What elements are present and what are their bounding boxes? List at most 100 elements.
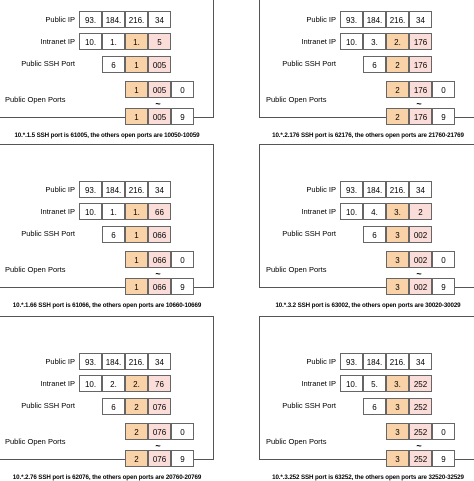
public-ip-octet: 34 — [148, 353, 171, 370]
public-ip-octet: 216. — [386, 353, 409, 370]
public-ip-octet: 216. — [386, 181, 409, 198]
open-port-end-digit: 1 — [125, 108, 148, 125]
open-port-start-digit: 2 — [125, 423, 148, 440]
panel-caption: 10.*.1.66 SSH port is 61066, the others … — [12, 302, 202, 309]
port-panel: Public IP 93. 184. 216. 34 Intranet IP 10. 4. 3.… — [259, 144, 474, 309]
public-ip-octet: 93. — [340, 181, 363, 198]
port-panel: Public IP 93. 184. 216. 34 Intranet IP 10. 1. 1.… — [0, 144, 214, 309]
intranet-ip-octet: 3. — [363, 33, 386, 50]
port-panel: Public IP 93. 184. 216. 34 Intranet IP 10. 1. 1.… — [0, 0, 214, 139]
intranet-ip-octet: 1. — [102, 203, 125, 220]
intranet-ip-label: Intranet IP — [301, 37, 336, 46]
open-port-end-digit: 9 — [432, 450, 455, 467]
port-panel: Public IP 93. 184. 216. 34 Intranet IP 10. 5. 3.… — [259, 316, 474, 481]
open-port-start-digit: 0 — [171, 81, 194, 98]
open-port-end-digit: 9 — [171, 450, 194, 467]
intranet-ip-octet: 10. — [340, 33, 363, 50]
ssh-port-label: Public SSH Port — [282, 401, 336, 410]
ssh-port-digit: 076 — [148, 398, 171, 415]
range-tilde: ~ — [416, 99, 422, 109]
panel-caption: 10.*.3.252 SSH port is 63252, the others… — [272, 474, 464, 481]
open-port-start-digit: 0 — [171, 423, 194, 440]
ssh-port-digit: 6 — [363, 56, 386, 73]
ssh-port-label: Public SSH Port — [21, 401, 75, 410]
ssh-port-digit: 3 — [386, 226, 409, 243]
public-ip-label: Public IP — [45, 185, 75, 194]
open-port-end-digit: 1 — [125, 278, 148, 295]
panel-caption: 10.*.1.5 SSH port is 61005, the others o… — [14, 132, 200, 139]
open-ports-label: Public Open Ports — [266, 265, 327, 274]
public-ip-octet: 93. — [340, 353, 363, 370]
public-ip-label: Public IP — [45, 15, 75, 24]
open-port-start-digit: 1 — [125, 81, 148, 98]
open-port-end-digit: 3 — [386, 450, 409, 467]
public-ip-label: Public IP — [45, 357, 75, 366]
open-port-end-digit: 076 — [148, 450, 171, 467]
open-ports-label: Public Open Ports — [5, 265, 66, 274]
open-port-end-digit: 2 — [386, 108, 409, 125]
intranet-ip-octet: 3. — [386, 375, 409, 392]
intranet-ip-octet: 2. — [125, 375, 148, 392]
open-port-end-digit: 176 — [409, 108, 432, 125]
open-ports-label: Public Open Ports — [5, 95, 66, 104]
open-port-end-digit: 9 — [171, 278, 194, 295]
open-ports-label: Public Open Ports — [5, 437, 66, 446]
public-ip-octet: 216. — [125, 11, 148, 28]
intranet-ip-octet: 10. — [79, 203, 102, 220]
public-ip-octet: 93. — [79, 181, 102, 198]
open-port-end-digit: 9 — [432, 278, 455, 295]
public-ip-octet: 34 — [409, 181, 432, 198]
open-port-start-digit: 252 — [409, 423, 432, 440]
public-ip-octet: 184. — [363, 353, 386, 370]
public-ip-octet: 184. — [363, 181, 386, 198]
panel-caption: 10.*.2.76 SSH port is 62076, the others … — [12, 474, 202, 481]
open-port-start-digit: 0 — [432, 251, 455, 268]
open-ports-label: Public Open Ports — [266, 437, 327, 446]
open-port-start-digit: 0 — [171, 251, 194, 268]
open-port-end-digit: 2 — [125, 450, 148, 467]
range-tilde: ~ — [155, 99, 161, 109]
intranet-ip-label: Intranet IP — [40, 207, 75, 216]
public-ip-octet: 93. — [79, 11, 102, 28]
ssh-port-label: Public SSH Port — [282, 59, 336, 68]
public-ip-octet: 184. — [363, 11, 386, 28]
open-port-end-digit: 3 — [386, 278, 409, 295]
intranet-ip-octet: 10. — [79, 33, 102, 50]
port-panel: Public IP 93. 184. 216. 34 Intranet IP 10. 2. 2.… — [0, 316, 214, 481]
intranet-ip-label: Intranet IP — [40, 37, 75, 46]
intranet-ip-octet: 4. — [363, 203, 386, 220]
intranet-ip-octet: 2. — [386, 33, 409, 50]
range-tilde: ~ — [155, 441, 161, 451]
ssh-port-digit: 252 — [409, 398, 432, 415]
open-port-end-digit: 9 — [171, 108, 194, 125]
open-port-start-digit: 0 — [432, 81, 455, 98]
intranet-ip-octet: 252 — [409, 375, 432, 392]
public-ip-octet: 34 — [409, 11, 432, 28]
open-port-end-digit: 252 — [409, 450, 432, 467]
open-port-start-digit: 0 — [432, 423, 455, 440]
intranet-ip-label: Intranet IP — [301, 379, 336, 388]
intranet-ip-octet: 2 — [409, 203, 432, 220]
public-ip-label: Public IP — [306, 185, 336, 194]
ssh-port-digit: 3 — [386, 398, 409, 415]
public-ip-octet: 34 — [409, 353, 432, 370]
open-port-start-digit: 066 — [148, 251, 171, 268]
open-port-start-digit: 076 — [148, 423, 171, 440]
public-ip-octet: 216. — [125, 353, 148, 370]
range-tilde: ~ — [416, 269, 422, 279]
public-ip-octet: 216. — [125, 181, 148, 198]
intranet-ip-octet: 5. — [363, 375, 386, 392]
intranet-ip-octet: 1. — [102, 33, 125, 50]
public-ip-label: Public IP — [306, 357, 336, 366]
intranet-ip-octet: 3. — [386, 203, 409, 220]
port-panel: Public IP 93. 184. 216. 34 Intranet IP 10. 3. 2.… — [259, 0, 474, 139]
intranet-ip-octet: 1. — [125, 203, 148, 220]
range-tilde: ~ — [155, 269, 161, 279]
public-ip-octet: 216. — [386, 11, 409, 28]
ssh-port-digit: 6 — [102, 226, 125, 243]
public-ip-octet: 184. — [102, 11, 125, 28]
ssh-port-label: Public SSH Port — [282, 229, 336, 238]
ssh-port-digit: 2 — [386, 56, 409, 73]
open-port-start-digit: 3 — [386, 423, 409, 440]
intranet-ip-label: Intranet IP — [301, 207, 336, 216]
